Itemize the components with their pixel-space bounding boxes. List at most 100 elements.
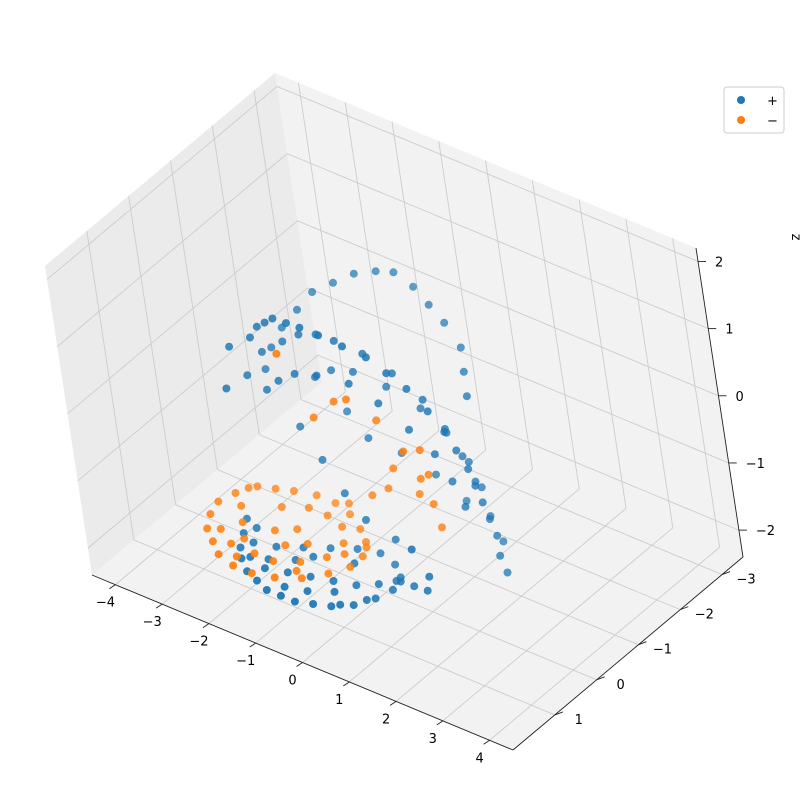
z-tick-label: −1 [746,457,765,472]
data-point-minus [309,413,318,422]
data-point-plus [358,349,367,358]
data-point-plus [260,564,269,573]
left-pane [45,73,322,575]
data-point-plus [309,600,318,608]
x-tick-mark [155,603,163,609]
data-point-plus [278,337,287,346]
data-point-plus [416,404,425,413]
data-point-plus [418,395,427,404]
tick-marks [109,260,747,745]
data-point-plus [353,545,362,553]
data-point-minus [214,550,223,559]
data-point-minus [269,557,278,566]
grid-line-x [115,391,346,586]
data-point-minus [303,540,312,548]
data-point-plus [423,407,432,416]
data-point-minus [324,569,333,578]
data-point-plus [391,560,400,569]
y-tick-label: −3 [737,573,756,588]
data-point-plus [309,552,318,561]
grid-line-y [86,230,135,540]
data-point-plus [327,602,336,611]
legend: + − [723,86,785,134]
data-point-plus [272,542,281,551]
data-point-plus [464,458,473,466]
data-point-minus [293,525,302,534]
data-point-minus [356,525,365,534]
data-point-plus [362,596,371,604]
data-point-minus [271,484,280,493]
grid-line-x [391,121,440,431]
data-point-plus [329,336,338,345]
grid-line-x [485,160,533,470]
grid-line-x [672,238,721,548]
data-point-plus [280,582,289,591]
data-point-plus [260,318,269,327]
y-tick-mark [596,676,605,681]
legend-label-plus: + [767,94,778,109]
data-point-minus [331,499,340,508]
data-point-plus [389,268,398,277]
data-point-plus [349,601,358,610]
data-point-plus [461,502,470,511]
data-point-minus [312,491,321,500]
data-point-minus [346,562,355,571]
data-point-minus [232,552,241,561]
data-point-minus [345,499,353,508]
legend-marker-minus [737,116,745,124]
data-point-plus [303,587,312,596]
data-point-plus [405,425,413,434]
data-point-minus [424,470,433,479]
data-point-plus [257,347,266,356]
data-point-plus [430,450,439,459]
data-point-minus [289,487,298,495]
x-tick-mark [343,681,350,687]
data-point-plus [452,446,461,455]
data-point-plus [364,434,373,443]
data-point-minus [203,524,212,533]
grid-line-y [211,125,260,435]
data-point-plus [225,342,234,351]
data-point-plus [344,379,353,388]
grid-line-x [302,469,533,663]
data-point-plus [262,586,271,594]
grid-line-z [87,354,319,549]
data-point-plus [382,369,391,378]
y-tick-label: 1 [575,713,583,728]
data-point-minus [358,552,367,561]
data-point-minus [270,526,279,535]
grid-line-y [259,434,681,611]
data-point-plus [374,580,383,589]
x-tick-label: −1 [236,654,255,669]
data-point-plus [374,399,383,408]
data-point-plus [478,498,487,507]
data-point-plus [295,323,304,332]
data-point-plus [348,367,357,376]
data-point-plus [424,300,433,309]
data-point-minus [438,523,446,532]
data-point-plus [340,489,349,498]
data-point-plus [352,581,361,590]
x-tick-mark [436,720,444,726]
grid-line-x [255,449,487,644]
x-tick-mark [483,739,490,745]
data-point-minus [323,511,332,520]
data-point-plus [296,422,305,431]
data-point-plus [252,524,261,532]
data-point-plus [243,371,252,380]
data-point-plus [222,384,231,393]
grid-line-y [170,160,218,470]
data-point-plus [471,477,480,486]
data-point-plus [371,594,380,603]
x-tick-label: 4 [475,751,483,766]
data-point-plus [330,587,339,596]
z-tick-label: −2 [756,524,775,539]
data-point-minus [416,474,425,483]
grid-line-z [287,153,709,330]
grid-line-x [531,179,580,490]
data-point-minus [238,518,247,527]
data-point-minus [338,522,347,531]
y-axis-line [512,556,744,751]
grid-line-x [395,508,627,702]
